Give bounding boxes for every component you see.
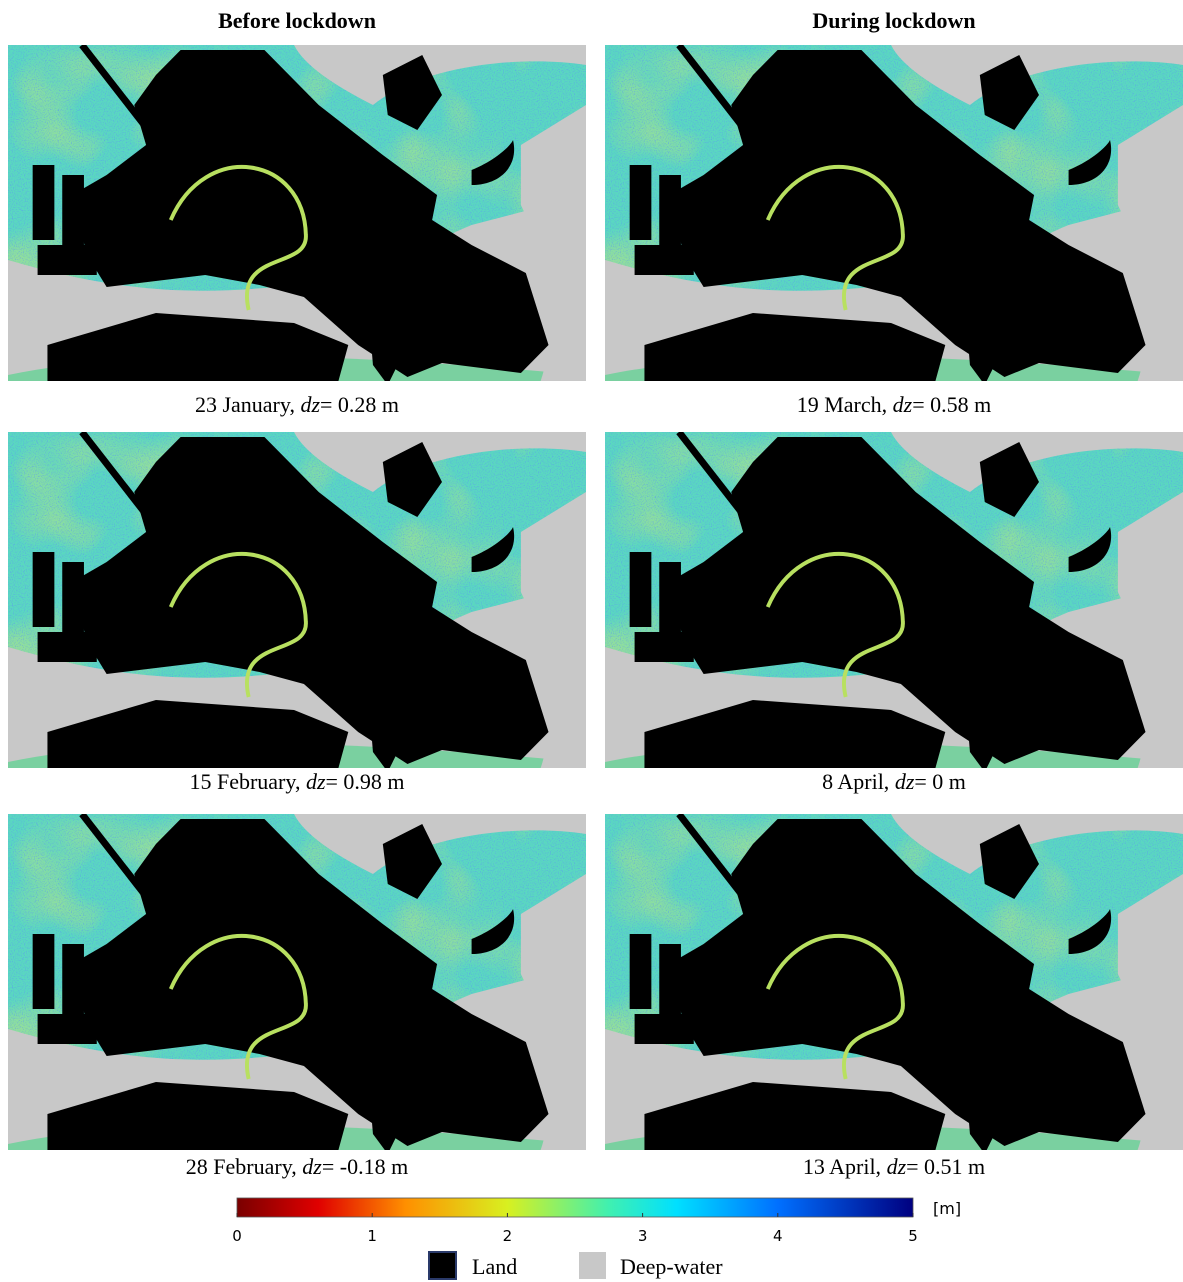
caption-value: = 0.98 m xyxy=(326,769,405,794)
caption-date: 28 February, xyxy=(186,1154,297,1179)
colorbar-tick-label: 0 xyxy=(232,1227,242,1245)
caption-symbol: dz xyxy=(300,392,320,417)
colorbar-tick-label: 3 xyxy=(638,1227,648,1245)
caption-value: = 0.28 m xyxy=(320,392,399,417)
column-header: During lockdown xyxy=(601,8,1183,34)
caption-value: = 0.58 m xyxy=(912,392,991,417)
caption-date: 8 April, xyxy=(822,769,889,794)
legend-swatch-water xyxy=(579,1252,606,1279)
map-panel xyxy=(8,432,586,768)
map-image xyxy=(8,45,586,381)
map-image xyxy=(8,432,586,768)
map-image xyxy=(605,814,1183,1150)
map-image xyxy=(605,45,1183,381)
caption-date: 23 January, xyxy=(195,392,295,417)
panel-caption: 15 February, dz= 0.98 m xyxy=(4,769,590,795)
colorbar-gradient xyxy=(237,1198,913,1217)
caption-symbol: dz xyxy=(895,769,915,794)
caption-symbol: dz xyxy=(302,1154,322,1179)
map-panel xyxy=(8,814,586,1150)
map-image xyxy=(605,432,1183,768)
legend-label: Deep-water xyxy=(620,1254,723,1279)
caption-value: = 0 m xyxy=(914,769,966,794)
map-panel xyxy=(605,45,1183,381)
legend-label: Land xyxy=(472,1254,517,1279)
caption-symbol: dz xyxy=(887,1154,907,1179)
panel-caption: 13 April, dz= 0.51 m xyxy=(601,1154,1183,1180)
colorbar: 0 1 2 3 4 5 [m] Land Deep-water xyxy=(0,1190,1183,1280)
map-image xyxy=(8,814,586,1150)
caption-date: 13 April, xyxy=(803,1154,881,1179)
map-panel xyxy=(605,432,1183,768)
caption-date: 19 March, xyxy=(797,392,887,417)
panel-caption: 28 February, dz= -0.18 m xyxy=(4,1154,590,1180)
colorbar-tick-label: 2 xyxy=(503,1227,513,1245)
panel-caption: 8 April, dz= 0 m xyxy=(601,769,1183,795)
map-panel xyxy=(8,45,586,381)
column-header: Before lockdown xyxy=(4,8,590,34)
panel-caption: 19 March, dz= 0.58 m xyxy=(601,392,1183,418)
colorbar-tick-label: 4 xyxy=(773,1227,783,1245)
legend-swatch-land xyxy=(429,1252,456,1279)
colorbar-tick-label: 5 xyxy=(908,1227,918,1245)
colorbar-tick-label: 1 xyxy=(367,1227,377,1245)
map-panel xyxy=(605,814,1183,1150)
panel-caption: 23 January, dz= 0.28 m xyxy=(4,392,590,418)
caption-value: = -0.18 m xyxy=(322,1154,408,1179)
caption-symbol: dz xyxy=(893,392,913,417)
caption-value: = 0.51 m xyxy=(906,1154,985,1179)
caption-symbol: dz xyxy=(306,769,326,794)
colorbar-unit: [m] xyxy=(933,1199,961,1218)
figure: Before lockdown During lockdown 23 January… xyxy=(0,0,1183,1282)
caption-date: 15 February, xyxy=(189,769,300,794)
